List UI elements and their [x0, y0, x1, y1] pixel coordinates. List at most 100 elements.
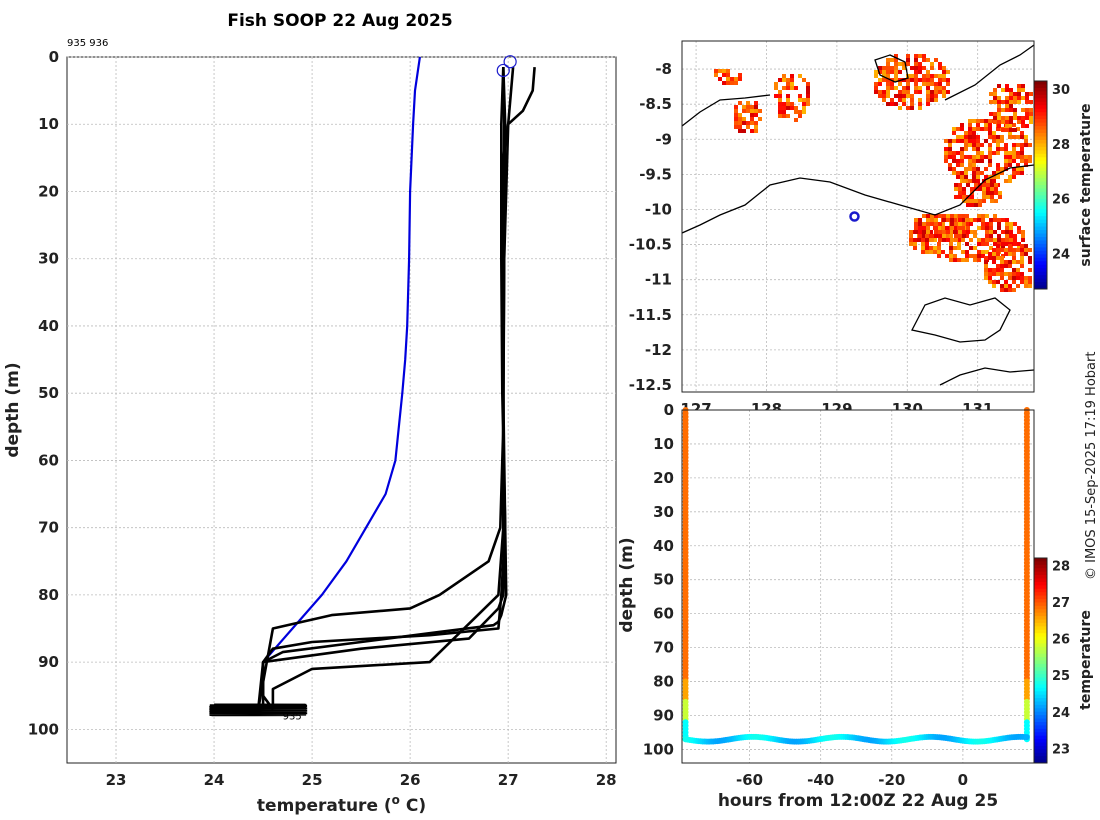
- sst-cell: [1016, 260, 1020, 264]
- sst-cell: [906, 54, 910, 58]
- map-colorbar-segment: [1034, 119, 1047, 124]
- sst-cell: [806, 82, 810, 86]
- sst-cell: [914, 86, 918, 90]
- sst-cell: [734, 81, 738, 85]
- sst-cell: [886, 78, 890, 82]
- sst-cell: [981, 226, 985, 230]
- profile-x-tick-label: 23: [106, 771, 127, 789]
- sst-cell: [909, 238, 913, 242]
- coastline: [939, 367, 1035, 386]
- sst-cell: [925, 238, 929, 242]
- sst-cell: [878, 94, 882, 98]
- sst-cell: [1012, 167, 1016, 171]
- sst-cell: [1005, 222, 1009, 226]
- sst-cell: [1020, 252, 1024, 256]
- sst-cell: [988, 143, 992, 147]
- map-colorbar-segment: [1034, 171, 1047, 176]
- profile-bottom-scribble: [209, 703, 308, 717]
- sst-cell: [933, 238, 937, 242]
- time-depth-colorbar-segment: [1034, 575, 1047, 579]
- sst-cell: [925, 234, 929, 238]
- sst-cell: [997, 108, 1001, 112]
- sst-cell: [949, 254, 953, 258]
- sst-cell: [902, 86, 906, 90]
- sst-cell: [982, 183, 986, 187]
- sst-cell: [922, 214, 926, 218]
- sst-cell: [750, 113, 754, 117]
- sst-cell: [976, 147, 980, 151]
- sst-cell: [722, 73, 726, 77]
- sst-cell: [950, 218, 954, 222]
- sst-cell: [992, 151, 996, 155]
- time-depth-panel: -60 -40 -20 0 0 10 20 30 40 50 60 70 80 90 100 28 27 26 25…: [617, 401, 1094, 811]
- sst-cell: [878, 90, 882, 94]
- time-depth-colorbar-segment: [1034, 759, 1047, 764]
- sst-cell: [968, 159, 972, 163]
- sst-cell: [926, 98, 930, 102]
- sst-cell: [921, 242, 925, 246]
- map-colorbar-segment: [1034, 150, 1047, 155]
- sst-cell: [969, 246, 973, 250]
- sst-cell: [918, 86, 922, 90]
- sst-cell: [993, 120, 997, 124]
- sst-cell: [1009, 92, 1013, 96]
- time-depth-colorbar-segment: [1034, 752, 1047, 757]
- sst-cell: [790, 86, 794, 90]
- sst-cell: [782, 86, 786, 90]
- sst-cell: [989, 226, 993, 230]
- sst-cell: [946, 218, 950, 222]
- time-depth-y-tick-label: 60: [653, 605, 674, 623]
- sst-cell: [1020, 280, 1024, 284]
- sst-cell: [952, 171, 956, 175]
- sst-cell: [1020, 159, 1024, 163]
- sst-cell: [972, 175, 976, 179]
- sst-cell: [949, 234, 953, 238]
- sst-cell: [980, 155, 984, 159]
- sst-cell: [726, 77, 730, 81]
- sst-cell: [941, 226, 945, 230]
- sst-cell: [726, 73, 730, 77]
- map-colorbar-segment: [1034, 212, 1047, 217]
- map-colorbar-segment: [1034, 174, 1047, 179]
- sst-cell: [802, 102, 806, 106]
- sst-cell: [1024, 252, 1028, 256]
- map-colorbar-segment: [1034, 240, 1047, 245]
- sst-cell: [882, 78, 886, 82]
- sst-cell: [934, 218, 938, 222]
- sst-cell: [1017, 96, 1021, 100]
- sst-cells: [714, 54, 1033, 292]
- sst-cell: [746, 125, 750, 129]
- sst-cell: [1008, 179, 1012, 183]
- sst-cell: [914, 90, 918, 94]
- sst-cell: [993, 92, 997, 96]
- time-depth-colorbar-segment: [1034, 558, 1047, 562]
- sst-cell: [942, 234, 946, 238]
- sst-cell: [968, 127, 972, 131]
- time-depth-colorbar-segment: [1034, 694, 1047, 699]
- sst-cell: [1021, 88, 1025, 92]
- sst-cell: [1013, 128, 1017, 132]
- sst-cell: [886, 74, 890, 78]
- sst-cell: [945, 226, 949, 230]
- sst-cell: [1005, 230, 1009, 234]
- sst-cell: [886, 90, 890, 94]
- sst-cell: [902, 94, 906, 98]
- sst-cell: [1004, 167, 1008, 171]
- map-colorbar-segment: [1034, 219, 1047, 224]
- sst-cell: [970, 203, 974, 207]
- map-colorbar-segment: [1034, 264, 1047, 269]
- sst-cell: [734, 125, 738, 129]
- sst-cell: [993, 88, 997, 92]
- profile-y-tick-label: 20: [38, 182, 59, 200]
- sst-cell: [886, 70, 890, 74]
- sst-cell: [1025, 96, 1029, 100]
- sst-cell: [1021, 120, 1025, 124]
- sst-cell: [1005, 128, 1009, 132]
- time-depth-x-axis-label: hours from 12:00Z 22 Aug 25: [718, 791, 998, 811]
- sst-cell: [738, 121, 742, 125]
- sst-cell: [1004, 248, 1008, 252]
- sst-cell: [993, 100, 997, 104]
- sst-cell: [986, 187, 990, 191]
- sst-cell: [925, 242, 929, 246]
- sst-cell: [754, 101, 758, 105]
